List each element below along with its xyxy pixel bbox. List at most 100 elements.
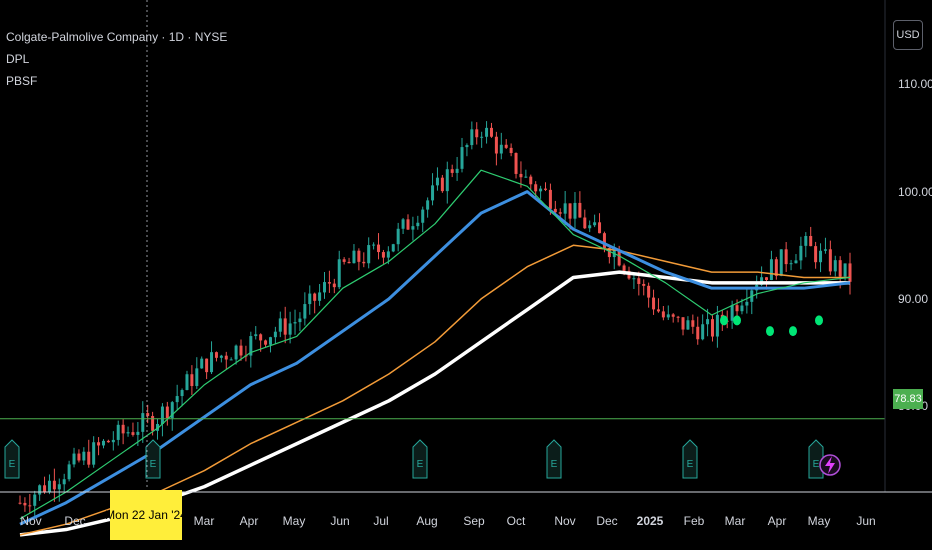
- signal-dot: [720, 315, 728, 326]
- candle-body: [435, 177, 439, 186]
- x-tick-label: Mar: [724, 514, 746, 528]
- earnings-icon: E: [813, 459, 820, 470]
- candle-body: [514, 153, 518, 174]
- candle-body: [843, 263, 847, 277]
- candle-body: [779, 249, 783, 276]
- candle-body: [33, 494, 37, 506]
- candle-body: [239, 345, 243, 356]
- candle-body: [273, 331, 277, 338]
- candle-body: [470, 129, 474, 146]
- earnings-marker: E: [145, 439, 161, 479]
- candle-body: [578, 202, 582, 218]
- ema-mid-line: [19, 190, 851, 526]
- candle-body: [308, 293, 312, 305]
- earnings-icon: E: [551, 459, 558, 470]
- candle-body: [156, 424, 160, 431]
- candle-body: [450, 169, 454, 173]
- x-tick-label: May: [282, 514, 306, 528]
- candle-body: [362, 261, 366, 264]
- candle-body: [799, 245, 803, 261]
- candle-body: [632, 278, 636, 280]
- candle-body: [293, 322, 297, 324]
- candle-body: [52, 480, 56, 490]
- candle-body: [819, 250, 823, 263]
- earnings-icon: E: [687, 459, 694, 470]
- candle-body: [706, 319, 710, 325]
- candle-body: [701, 324, 705, 340]
- candle-body: [372, 244, 376, 246]
- candle-body: [165, 406, 169, 419]
- indicator-dpl-label[interactable]: DPL: [6, 52, 30, 66]
- candle-body: [131, 432, 135, 435]
- candle-body: [416, 222, 420, 227]
- candle-body: [696, 326, 700, 340]
- candle-body: [440, 177, 444, 192]
- candle-body: [62, 479, 66, 485]
- candle-body: [421, 209, 425, 223]
- candle-body: [710, 319, 714, 337]
- candle-body: [116, 424, 120, 440]
- currency-button[interactable]: USD: [893, 20, 923, 50]
- candle-body: [77, 453, 81, 461]
- signal-dot: [733, 315, 741, 326]
- candle-body: [322, 282, 326, 293]
- candle-body: [82, 451, 86, 461]
- candle-body: [18, 502, 22, 504]
- lightning-icon-bolt: [825, 456, 835, 474]
- candle-body: [160, 406, 164, 425]
- candle-body: [185, 374, 189, 391]
- x-tick-label: Jun: [856, 514, 876, 528]
- candle-body: [445, 169, 449, 192]
- candle-body: [87, 451, 91, 465]
- candle-body: [647, 285, 651, 298]
- candle-body: [637, 278, 641, 284]
- signal-dot: [766, 326, 774, 337]
- candlestick-series: [18, 121, 852, 516]
- candle-body: [686, 320, 690, 330]
- earnings-marker: E: [412, 439, 428, 479]
- candle-body: [661, 311, 665, 318]
- x-tick-label: 2025: [636, 514, 664, 528]
- candle-body: [38, 485, 42, 495]
- earnings-marker: E: [808, 439, 824, 479]
- candle-body: [396, 228, 400, 245]
- x-tick-label: Apr: [239, 514, 259, 528]
- y-tick-label: 100.00: [898, 184, 932, 199]
- candle-body: [774, 259, 778, 276]
- indicator-pbsf-label[interactable]: PBSF: [6, 74, 38, 88]
- candle-body: [823, 249, 827, 251]
- candle-body: [67, 464, 71, 480]
- crosshair-date-label: Mon 22 Jan '24: [105, 490, 187, 540]
- candle-body: [568, 203, 572, 219]
- candle-body: [519, 173, 523, 178]
- candle-body: [598, 222, 602, 234]
- candle-body: [730, 305, 734, 321]
- candle-body: [691, 320, 695, 327]
- candle-body: [57, 484, 61, 490]
- candle-body: [72, 453, 76, 465]
- symbol-title[interactable]: Colgate-Palmolive Company · 1D · NYSE: [6, 30, 228, 44]
- candle-body: [278, 318, 282, 332]
- candle-body: [357, 250, 361, 262]
- candle-body: [200, 358, 204, 369]
- candle-body: [106, 440, 110, 443]
- candle-body: [43, 485, 47, 492]
- x-tick-label: Oct: [506, 514, 526, 528]
- candle-body: [760, 277, 764, 285]
- candle-body: [529, 176, 533, 185]
- candle-body: [602, 233, 606, 249]
- candle-body: [426, 200, 430, 210]
- candle-body: [391, 244, 395, 252]
- earnings-icon: E: [417, 459, 424, 470]
- x-tick-label: Dec: [64, 514, 86, 528]
- candle-body: [146, 413, 150, 417]
- candle-body: [180, 390, 184, 397]
- candle-body: [170, 402, 174, 419]
- x-tick-label: Feb: [683, 514, 705, 528]
- candle-body: [347, 261, 351, 264]
- candle-body: [524, 176, 528, 178]
- earnings-marker-shape: [4, 439, 20, 479]
- candle-body: [190, 374, 194, 387]
- candle-body: [97, 442, 101, 446]
